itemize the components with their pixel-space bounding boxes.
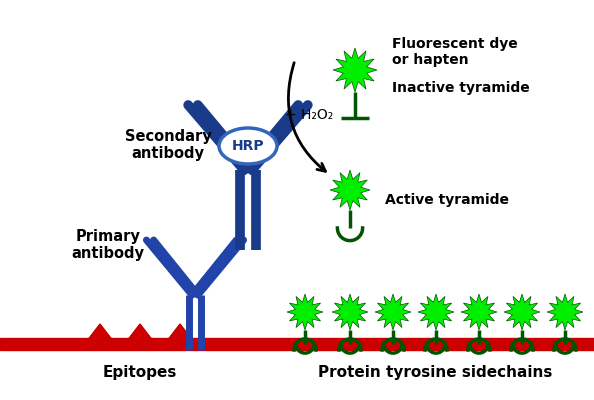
Text: Active tyramide: Active tyramide [385,193,509,207]
Polygon shape [375,294,411,330]
Text: Secondary
antibody: Secondary antibody [125,129,211,161]
Polygon shape [333,48,377,92]
Text: HRP: HRP [232,139,264,153]
Ellipse shape [219,128,277,164]
Bar [0,338,594,350]
Polygon shape [504,294,540,330]
Polygon shape [287,294,323,330]
Polygon shape [547,294,583,330]
Polygon shape [332,294,368,330]
Polygon shape [418,294,454,330]
FancyArrowPatch shape [288,63,326,171]
Polygon shape [330,170,370,210]
Polygon shape [461,294,497,330]
Polygon shape [120,324,160,350]
Polygon shape [160,324,200,350]
Text: Epitopes: Epitopes [103,364,177,380]
Text: + H₂O₂: + H₂O₂ [285,108,333,122]
Text: Primary
antibody: Primary antibody [71,229,144,261]
Text: Inactive tyramide: Inactive tyramide [392,81,530,95]
Text: Protein tyrosine sidechains: Protein tyrosine sidechains [318,364,552,380]
Text: Fluorescent dye
or hapten: Fluorescent dye or hapten [392,37,518,67]
Polygon shape [80,324,120,350]
